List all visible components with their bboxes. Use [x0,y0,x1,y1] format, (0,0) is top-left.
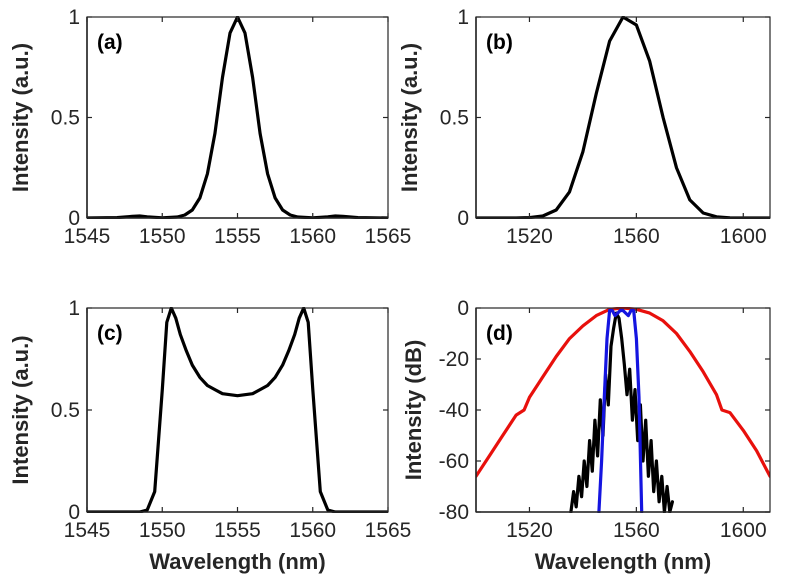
plot-frame [86,307,389,513]
x-tick-label: 1520 [506,225,553,248]
x-tick-label: 1560 [289,519,336,542]
x-tick-label: 1545 [64,225,111,248]
y-tick-label: 0 [457,297,469,320]
y-tick-label: -20 [439,348,469,371]
panel-b: 1520 1560 1600 0 0.5 1 Intensity (a.u.) (b) [397,6,771,248]
y-tick-label: 0 [68,501,80,524]
x-tick-label: 1550 [139,225,186,248]
x-tick-label: 1560 [613,225,660,248]
series-line-0 [87,307,388,513]
plot-frame [86,16,389,219]
x-tick-label: 1565 [365,225,412,248]
panel-c: 1545 1550 1555 1560 1565 0 0.5 1 Intensity (a.u.… [8,297,411,574]
y-tick-label: 0.5 [51,399,80,422]
y-tick-label: -80 [439,501,469,524]
x-tick-label: 1520 [506,519,553,542]
series-line-0 [87,16,388,219]
y-axis-label: Intensity (a.u.) [8,335,33,484]
y-tick-label: 1 [457,6,469,29]
y-axis-label: Intensity (a.u.) [8,43,33,192]
y-tick-label: 0 [457,207,469,230]
x-axis-label: Wavelength (nm) [149,549,325,574]
x-tick-label: 1550 [139,519,186,542]
y-axis-label: Intensity (dB) [401,340,426,481]
x-axis-label: Wavelength (nm) [535,549,711,574]
y-tick-label: -40 [439,399,469,422]
series-line-2 [597,308,644,513]
series-group [87,307,388,513]
panel-d: 1520 1560 1600 -80 -60 -40 -20 0 Intensity (dB) W… [401,297,771,574]
panel-label: (c) [97,322,123,345]
x-tick-label: 1555 [214,519,261,542]
series-line-0 [476,307,770,478]
x-tick-label: 1545 [64,519,111,542]
x-tick-label: 1565 [365,519,412,542]
panel-label: (a) [97,31,123,54]
y-tick-label: 1 [68,6,80,29]
y-tick-label: 1 [68,297,80,320]
y-tick-label: 0.5 [440,107,469,130]
series-line-0 [476,16,770,219]
y-tick-label: 0.5 [51,107,80,130]
x-tick-label: 1560 [289,225,336,248]
series-group [476,307,770,513]
x-tick-label: 1560 [613,519,660,542]
x-tick-label: 1555 [214,225,261,248]
panel-label: (d) [486,322,513,345]
x-tick-label: 1600 [720,225,767,248]
panel-label: (b) [486,31,513,54]
plot-frame [475,16,771,219]
y-tick-label: -60 [439,450,469,473]
y-tick-label: 0 [68,207,80,230]
series-group [87,16,388,219]
series-line-1 [569,311,675,513]
panel-a: 1545 1550 1555 1560 1565 0 0.5 1 Intensity (a.u.… [8,6,411,248]
x-tick-label: 1600 [720,519,767,542]
y-axis-label: Intensity (a.u.) [397,43,422,192]
series-group [476,16,770,219]
